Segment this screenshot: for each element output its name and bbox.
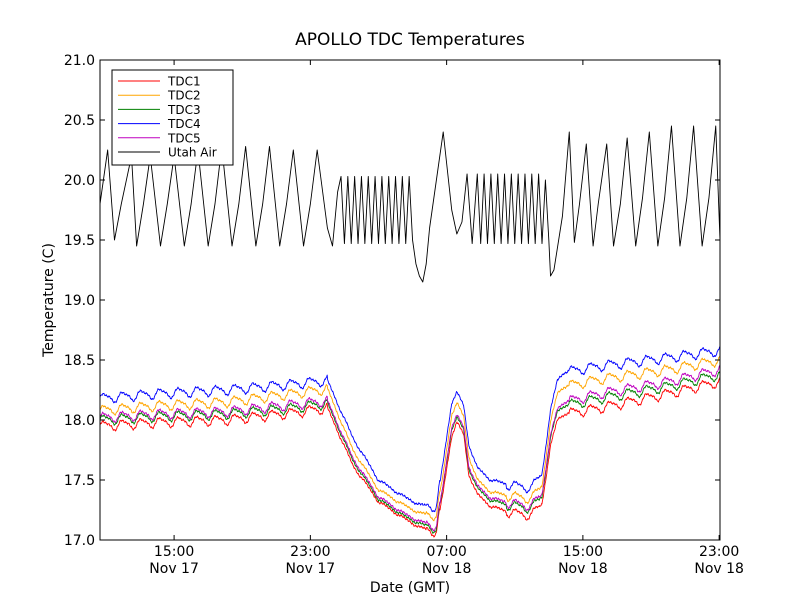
x-axis-title: Date (GMT) xyxy=(370,580,450,596)
x-tick-label-time: 07:00 xyxy=(426,544,466,560)
y-tick-label: 19.0 xyxy=(64,293,95,309)
ticks-layer: 17.0 17.5 18.0 18.5 19.0 19.5 20.0 20.5 21.0 15:0… xyxy=(64,53,744,577)
x-tick-label-date: Nov 18 xyxy=(558,561,608,577)
series-line-tdc1 xyxy=(99,376,721,538)
series-line-utah-air xyxy=(99,125,721,283)
legend-label-utah-air: Utah Air xyxy=(168,146,217,160)
y-tick-label: 19.5 xyxy=(64,233,95,249)
y-tick-label: 17.0 xyxy=(64,533,95,549)
y-tick-label: 21.0 xyxy=(64,53,95,69)
legend-label-tdc2: TDC2 xyxy=(167,89,201,103)
legend-label-tdc5: TDC5 xyxy=(167,131,201,145)
legend-label-tdc1: TDC1 xyxy=(167,75,201,89)
y-tick-label: 18.5 xyxy=(64,353,95,369)
x-tick-label-time: 15:00 xyxy=(154,544,194,560)
y-tick-label: 20.0 xyxy=(64,173,95,189)
x-tick-label-date: Nov 18 xyxy=(694,561,744,577)
chart-title: APOLLO TDC Temperatures xyxy=(295,30,525,50)
x-tick-label-time: 15:00 xyxy=(563,544,603,560)
legend-box xyxy=(111,69,234,166)
legend-label-tdc4: TDC4 xyxy=(167,117,201,131)
series-line-tdc5 xyxy=(99,365,721,532)
series-line-tdc3 xyxy=(99,370,721,534)
x-tick-label-time: 23:00 xyxy=(290,544,330,560)
series-line-tdc4 xyxy=(99,346,721,513)
x-tick-label-date: Nov 17 xyxy=(286,561,336,577)
y-axis-title: Temperature (C) xyxy=(41,243,57,358)
series-layer xyxy=(99,125,721,538)
y-tick-label: 20.5 xyxy=(64,113,95,129)
x-tick-label-date: Nov 17 xyxy=(149,561,199,577)
series-line-tdc2 xyxy=(99,355,721,522)
y-tick-label: 18.0 xyxy=(64,413,95,429)
y-tick-label: 17.5 xyxy=(64,473,95,489)
x-tick-label-time: 23:00 xyxy=(699,544,739,560)
legend-label-tdc3: TDC3 xyxy=(167,103,201,117)
x-tick-label-date: Nov 18 xyxy=(422,561,472,577)
